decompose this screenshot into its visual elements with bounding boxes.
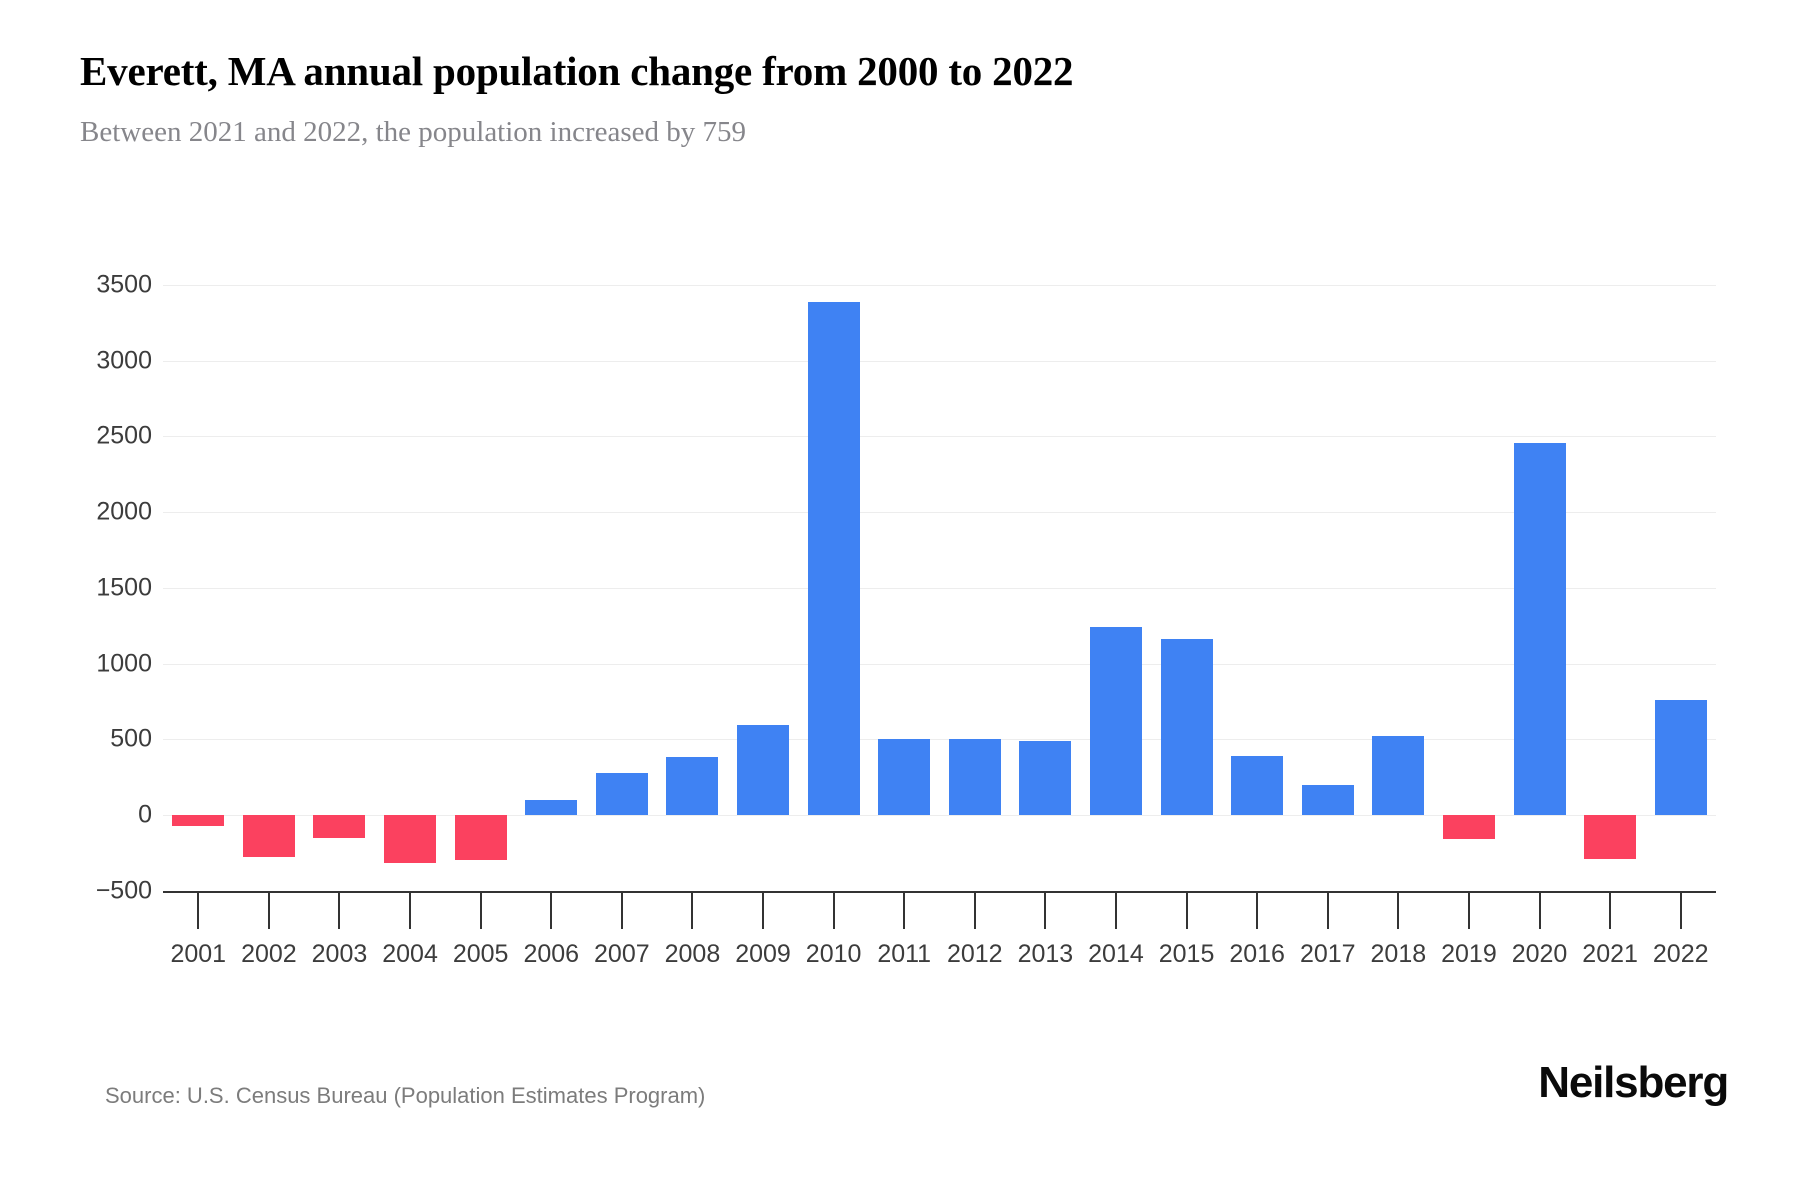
x-axis-tick-label: 2005 — [452, 940, 509, 968]
x-axis-tick-label: 2018 — [1370, 940, 1427, 968]
bar-2004[interactable] — [384, 815, 437, 864]
y-axis-tick-label: 500 — [110, 724, 152, 753]
y-axis-tick-label: 0 — [138, 800, 152, 829]
x-axis-tick — [197, 890, 200, 929]
x-axis-tick-label: 2021 — [1582, 940, 1638, 968]
brand-logo: Neilsberg — [1538, 1058, 1729, 1107]
grid-line — [163, 587, 1716, 589]
x-axis-tick — [267, 890, 270, 929]
bar-2013[interactable] — [1019, 740, 1072, 815]
bar-2020[interactable] — [1513, 443, 1566, 815]
x-axis-tick — [479, 890, 482, 929]
chart-header: Everett, MA annual population change fro… — [80, 48, 1700, 150]
y-axis-tick-label: 3000 — [96, 346, 152, 375]
bar-2006[interactable] — [525, 799, 578, 815]
x-axis-tick-label: 2007 — [594, 940, 650, 968]
bar-2019[interactable] — [1442, 815, 1495, 840]
grid-line — [163, 360, 1716, 362]
x-axis-tick-label: 2022 — [1652, 940, 1709, 968]
x-axis-tick — [1326, 890, 1329, 929]
x-axis-tick — [1185, 890, 1188, 929]
x-axis-tick-label: 2003 — [311, 940, 368, 968]
bar-2008[interactable] — [666, 757, 719, 815]
bar-2002[interactable] — [242, 815, 295, 858]
bar-2009[interactable] — [737, 724, 790, 815]
bar-2021[interactable] — [1584, 815, 1637, 859]
x-axis-tick-label: 2013 — [1017, 940, 1074, 968]
y-axis-tick-label: −500 — [95, 876, 152, 905]
grid-line — [163, 512, 1716, 514]
x-axis-tick-label: 2011 — [877, 940, 932, 968]
bar-2012[interactable] — [948, 738, 1001, 815]
bar-2016[interactable] — [1231, 755, 1284, 815]
x-axis-tick — [550, 890, 553, 929]
x-axis-tick — [1044, 890, 1047, 929]
x-axis-tick — [338, 890, 341, 929]
x-axis-line — [163, 890, 1716, 893]
bar-2003[interactable] — [313, 815, 366, 838]
x-axis-tick — [1256, 890, 1259, 929]
x-axis-tick-label: 2020 — [1511, 940, 1568, 968]
grid-line — [163, 663, 1716, 665]
grid-line — [163, 815, 1716, 816]
bar-2005[interactable] — [454, 815, 507, 861]
y-axis-tick-label: 2000 — [96, 497, 152, 526]
x-axis-tick-label: 2001 — [170, 940, 227, 968]
x-axis-tick-label: 2004 — [382, 940, 438, 968]
bar-2007[interactable] — [595, 773, 648, 815]
grid-line — [163, 739, 1716, 741]
y-axis-tick-label: 2500 — [96, 421, 152, 450]
x-axis-tick-label: 2010 — [805, 940, 862, 968]
x-axis-tick — [903, 890, 906, 929]
x-axis-tick — [762, 890, 765, 929]
x-axis-tick-label: 2012 — [946, 940, 1003, 968]
x-axis-tick — [973, 890, 976, 929]
x-axis-tick — [409, 890, 412, 929]
x-axis-tick — [1397, 890, 1400, 929]
bar-2014[interactable] — [1089, 627, 1142, 815]
x-axis-tick-label: 2016 — [1229, 940, 1285, 968]
x-axis-tick — [1114, 890, 1117, 929]
y-axis-tick-label: 1500 — [96, 573, 152, 602]
bar-2017[interactable] — [1301, 784, 1354, 815]
x-axis-tick-label: 2006 — [523, 940, 580, 968]
x-axis-tick-label: 2008 — [664, 940, 721, 968]
bar-2010[interactable] — [807, 301, 860, 815]
grid-line — [163, 436, 1716, 438]
bar-2011[interactable] — [878, 739, 931, 815]
grid-line — [163, 285, 1716, 286]
x-axis-tick — [1467, 890, 1470, 929]
y-axis-tick-label: 3500 — [96, 270, 152, 299]
bar-2018[interactable] — [1372, 736, 1425, 815]
page-title: Everett, MA annual population change fro… — [80, 48, 1074, 94]
y-axis-tick-label: 1000 — [96, 649, 152, 678]
bar-2015[interactable] — [1160, 638, 1213, 815]
x-axis-tick — [691, 890, 694, 929]
x-axis-tick-label: 2009 — [735, 940, 791, 968]
chart-subtitle: Between 2021 and 2022, the population in… — [80, 116, 747, 149]
x-axis-tick — [1679, 890, 1682, 929]
x-axis-tick-label: 2014 — [1088, 940, 1144, 968]
x-axis-tick — [1609, 890, 1612, 929]
bar-2022[interactable] — [1654, 700, 1707, 815]
x-axis-tick-label: 2017 — [1299, 940, 1356, 968]
x-axis-tick — [832, 890, 835, 929]
x-axis-tick — [620, 890, 623, 929]
bar-2001[interactable] — [172, 815, 225, 826]
x-axis-tick-label: 2015 — [1158, 940, 1215, 968]
source-note: Source: U.S. Census Bureau (Population E… — [105, 1083, 706, 1108]
x-axis-tick-label: 2002 — [241, 940, 297, 968]
x-axis-tick-label: 2019 — [1441, 940, 1497, 968]
x-axis-tick — [1538, 890, 1541, 929]
